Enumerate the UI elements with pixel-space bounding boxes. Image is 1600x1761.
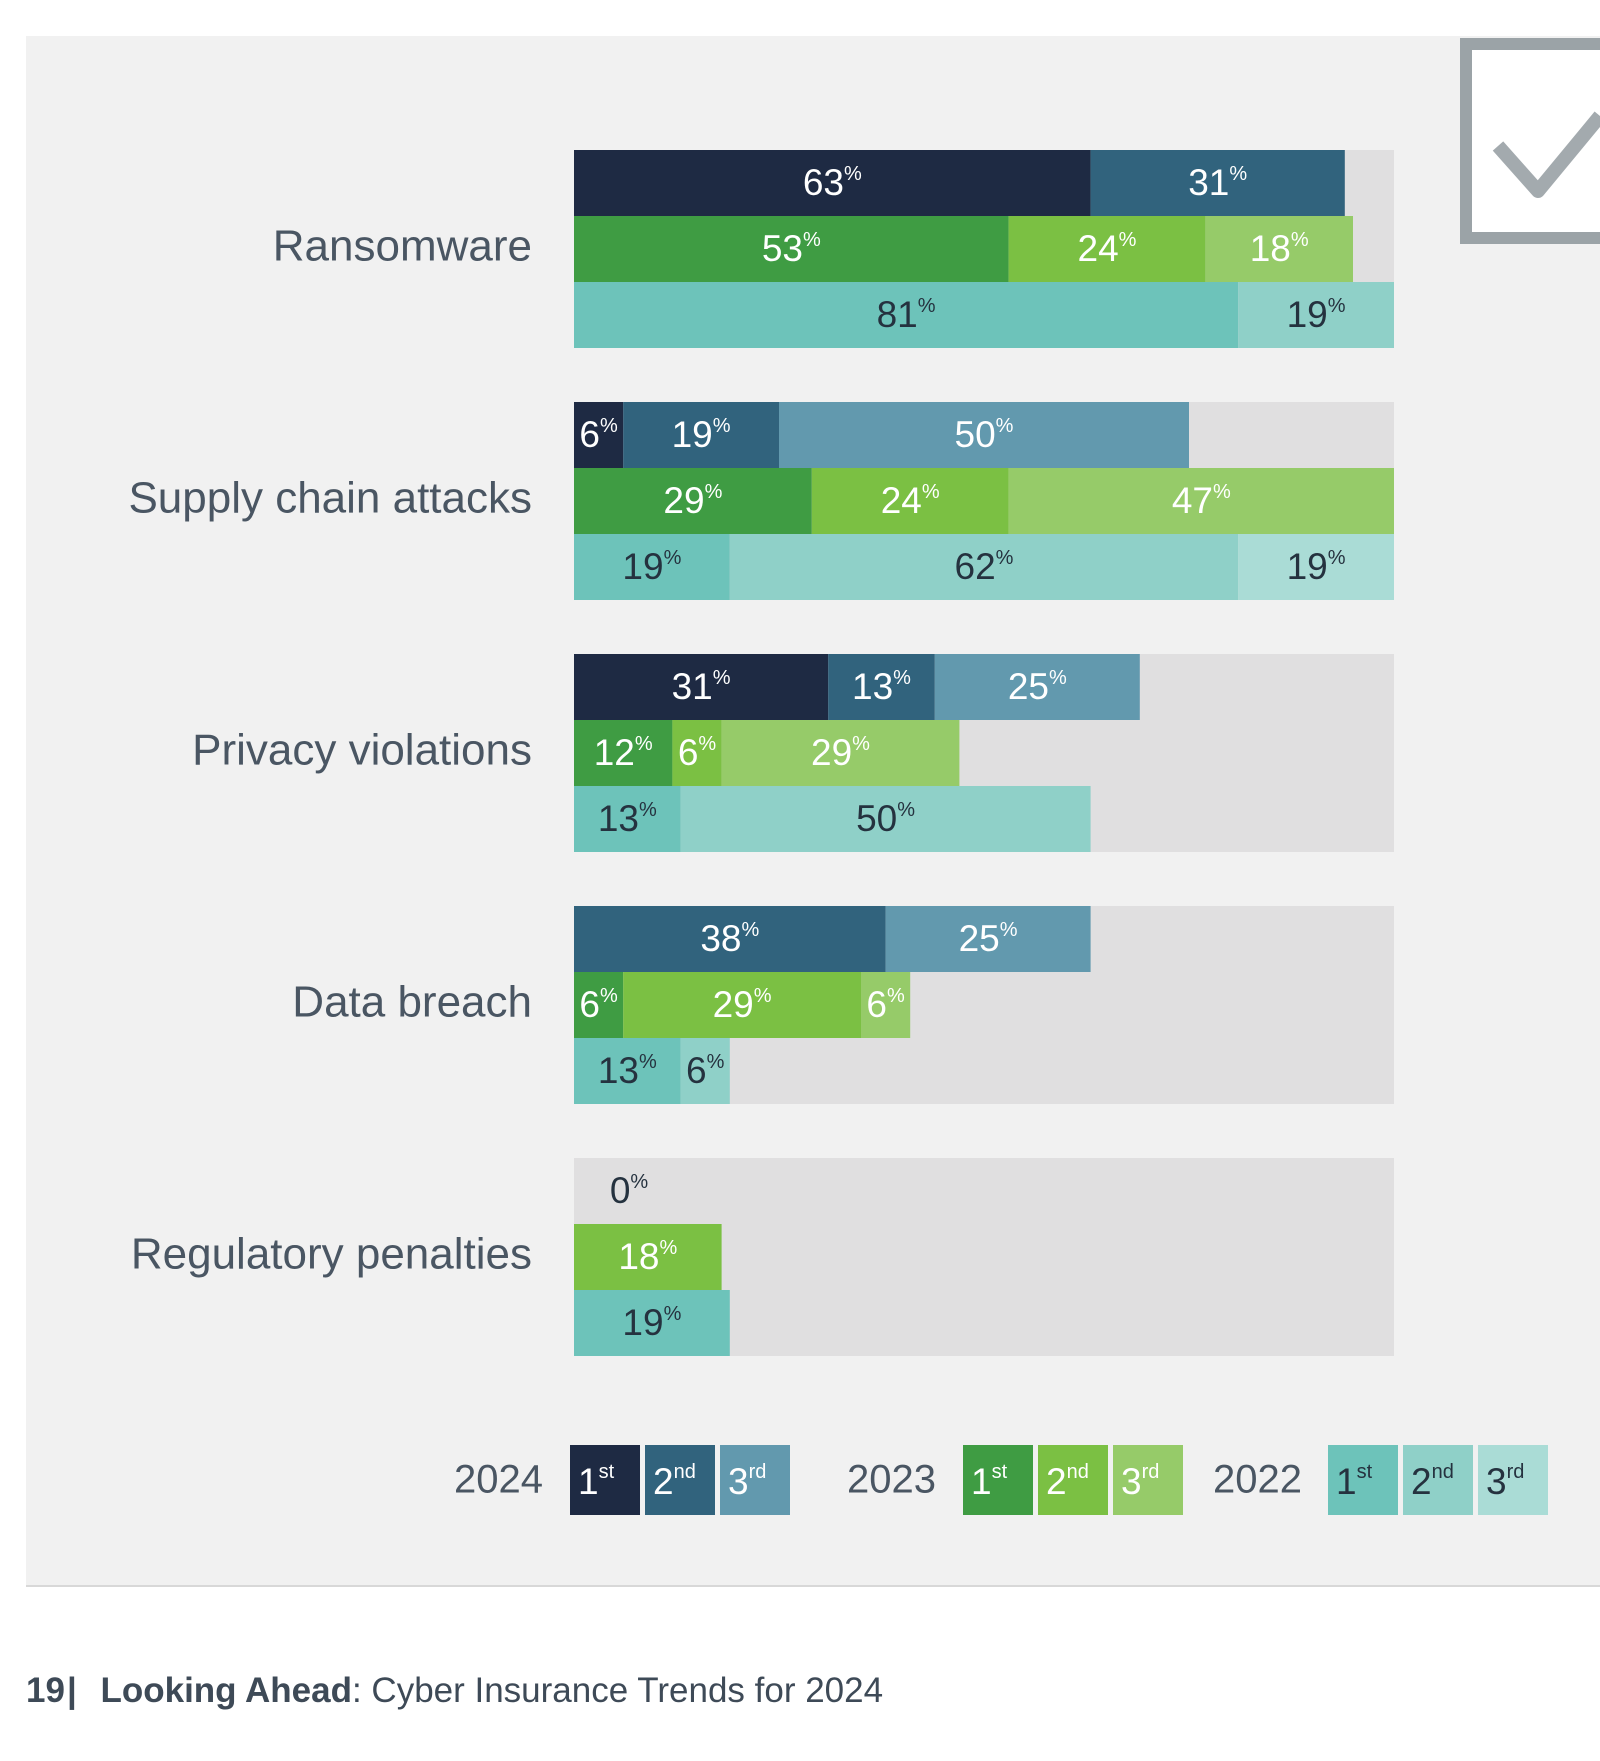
bar-supply-chain-attacks-2022-2nd <box>729 534 1239 600</box>
bar-data-breach-2023-2nd <box>623 972 861 1038</box>
bar-data-breach-2022-2nd <box>680 1038 730 1104</box>
legend-swatch-2022-1st <box>1328 1445 1398 1515</box>
legend-label-2024-3rd: 3rd <box>728 1461 766 1502</box>
bar-privacy-violations-2024-1st <box>574 654 829 720</box>
footer-lead: Looking Ahead <box>100 1671 352 1710</box>
category-label-ransomware: Ransomware <box>273 222 532 271</box>
bar-label-regulatory-penalties-2023-2nd: 18% <box>618 1236 677 1277</box>
bar-data-breach-2024-2nd <box>574 906 886 972</box>
bar-ransomware-2023-2nd <box>1008 216 1206 282</box>
bar-supply-chain-attacks-2023-3rd <box>1008 468 1394 534</box>
legend-swatch-2022-2nd <box>1403 1445 1473 1515</box>
legend-swatch-2024-2nd <box>645 1445 715 1515</box>
bar-data-breach-2022-1st <box>574 1038 681 1104</box>
footer-title: Cyber Insurance Trends for 2024 <box>361 1671 884 1710</box>
bar-privacy-violations-2023-3rd <box>721 720 960 786</box>
bar-privacy-violations-2022-2nd <box>680 786 1091 852</box>
category-label-regulatory-penalties: Regulatory penalties <box>131 1230 532 1279</box>
bar-privacy-violations-2023-2nd <box>672 720 722 786</box>
bar-data-breach-2023-3rd <box>861 972 911 1038</box>
bar-ransomware-2023-3rd <box>1205 216 1353 282</box>
footer-divider <box>26 1585 1600 1587</box>
bar-label-supply-chain-attacks-2023-1st: 29% <box>663 480 722 521</box>
bar-data-breach-2024-3rd <box>885 906 1091 972</box>
legend-swatch-2023-1st <box>963 1445 1033 1515</box>
bar-supply-chain-attacks-2023-1st <box>574 468 812 534</box>
category-label-supply-chain-attacks: Supply chain attacks <box>128 474 532 523</box>
bar-ransomware-2023-1st <box>574 216 1009 282</box>
page-footer: 19| Looking Ahead: Cyber Insurance Trend… <box>26 1665 883 1717</box>
legend-swatch-2024-1st <box>570 1445 640 1515</box>
bar-ransomware-2024-2nd <box>1090 150 1345 216</box>
legend-swatch-2022-3rd <box>1478 1445 1548 1515</box>
category-label-privacy-violations: Privacy violations <box>192 726 532 775</box>
bar-privacy-violations-2023-1st <box>574 720 673 786</box>
bar-regulatory-penalties-2023-2nd <box>574 1224 722 1290</box>
legend-year-2024: 2024 <box>454 1458 543 1502</box>
legend-swatch-2023-3rd <box>1113 1445 1183 1515</box>
footer-separator: | <box>66 1671 77 1710</box>
legend-swatch-2024-3rd <box>720 1445 790 1515</box>
chart-panel: Ransomware 63% 31% 53% 24% 18% 81% 19% Supply ch… <box>26 36 1600 1586</box>
footer-colon: : <box>351 1671 362 1710</box>
bar-supply-chain-attacks-2022-1st <box>574 534 730 600</box>
legend-swatch-2023-2nd <box>1038 1445 1108 1515</box>
checkbox-icon <box>1460 38 1600 244</box>
bar-label-supply-chain-attacks-2022-1st: 19% <box>622 546 681 587</box>
bar-supply-chain-attacks-2022-3rd <box>1238 534 1394 600</box>
bar-privacy-violations-2024-3rd <box>934 654 1140 720</box>
bar-supply-chain-attacks-2023-2nd <box>811 468 1009 534</box>
bar-privacy-violations-2024-2nd <box>828 654 935 720</box>
bar-regulatory-penalties-2022-1st <box>574 1290 730 1356</box>
bar-label-ransomware-2022-1st: 81% <box>877 294 936 335</box>
bar-supply-chain-attacks-2024-3rd <box>779 402 1189 468</box>
page-number: 19 <box>26 1671 65 1710</box>
bar-label-ransomware-2023-2nd: 24% <box>1078 228 1137 269</box>
legend-label-2023-3rd: 3rd <box>1121 1461 1159 1502</box>
legend-year-2023: 2023 <box>847 1458 936 1502</box>
bar-data-breach-2023-1st <box>574 972 624 1038</box>
bar-supply-chain-attacks-2024-1st <box>574 402 624 468</box>
category-label-data-breach: Data breach <box>292 978 532 1027</box>
bar-privacy-violations-2022-1st <box>574 786 681 852</box>
bar-ransomware-2022-2nd <box>1238 282 1394 348</box>
bar-ransomware-2024-1st <box>574 150 1091 216</box>
legend-year-2022: 2022 <box>1213 1458 1302 1502</box>
bar-label-privacy-violations-2023-3rd: 29% <box>811 732 870 773</box>
bar-ransomware-2022-1st <box>574 282 1239 348</box>
bar-supply-chain-attacks-2024-2nd <box>623 402 779 468</box>
